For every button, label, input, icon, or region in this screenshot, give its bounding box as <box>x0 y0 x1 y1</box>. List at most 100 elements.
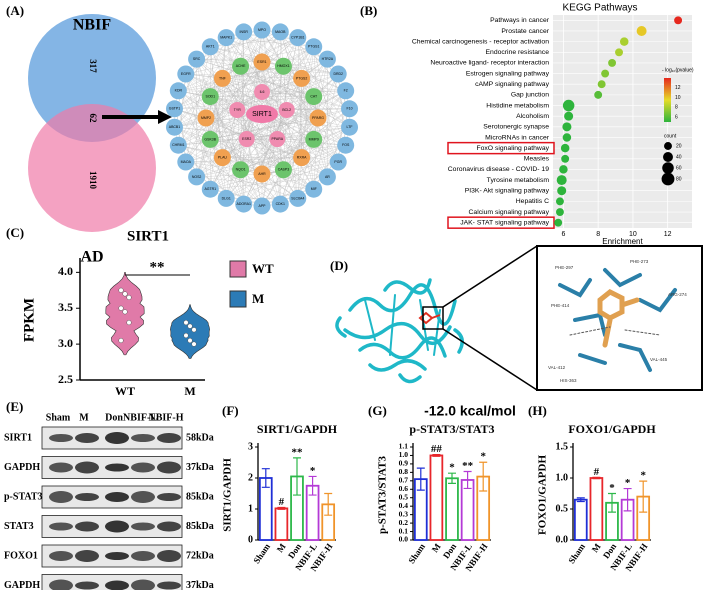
x-tick-label: WT <box>115 384 135 398</box>
zoom-panel <box>536 245 703 391</box>
network-edge <box>178 90 227 199</box>
y-tick-label: 1.1 <box>399 442 409 451</box>
node-label: DRD2 <box>333 72 343 76</box>
node-label: PGR <box>334 160 342 164</box>
panel-label: (C) <box>6 225 24 240</box>
network-node <box>188 50 206 68</box>
node-label: MAPK1 <box>220 36 232 40</box>
network-node <box>253 197 271 215</box>
significance-label: # <box>594 466 600 478</box>
node-label: CDK1 <box>276 202 285 206</box>
x-tick-label: M <box>590 541 603 554</box>
y-tick-label: Tyrosine metabolism <box>487 177 550 184</box>
network-edge <box>222 78 284 170</box>
binding-site <box>558 268 677 372</box>
legend-tick-label: 6 <box>675 114 678 120</box>
dot <box>555 197 564 206</box>
ligand <box>418 311 441 325</box>
dot <box>560 143 570 153</box>
network-edge <box>174 96 314 109</box>
chart-title: KEGG Pathways <box>562 3 637 14</box>
dot <box>562 133 572 142</box>
node-label: LTF <box>347 125 353 129</box>
data-point <box>118 287 124 293</box>
network-edge <box>178 145 281 205</box>
network-edge <box>226 37 287 111</box>
network-node <box>201 88 219 106</box>
error-bar <box>448 472 456 484</box>
network-node <box>169 82 187 100</box>
network-edge <box>174 58 328 109</box>
y-tick-label: 0.4 <box>399 501 409 510</box>
bar <box>445 477 459 541</box>
data-point <box>122 291 128 297</box>
network-edge <box>210 96 302 158</box>
blot-band <box>105 432 129 444</box>
network-edge <box>301 78 350 109</box>
y-tick-label: 2 <box>248 472 253 483</box>
error-bar <box>308 475 317 496</box>
node-label: CASP3 <box>278 168 290 172</box>
y-tick-label: Neuroactive ligand- receptor interaction <box>430 60 549 67</box>
panel-label: (D) <box>330 258 348 273</box>
y-axis-label: FPKM <box>21 298 37 342</box>
y-tick-label: Gap junction <box>511 92 549 99</box>
network-node <box>274 161 292 179</box>
significance-label: ## <box>431 443 443 455</box>
node-label: GSK3B <box>204 137 216 141</box>
y-tick-label: 1 <box>248 503 253 514</box>
y-tick-label: Coronavirus disease - COVID- 19 <box>448 166 549 173</box>
protein-label: p-STAT3 <box>4 491 43 502</box>
y-tick-label: Alcoholism <box>516 113 549 120</box>
y-tick-label: 3 <box>248 441 253 452</box>
network-edge <box>185 73 211 140</box>
network-node <box>201 130 219 148</box>
node-label: SRC <box>193 57 201 61</box>
significance-label: * <box>310 465 316 477</box>
network-node <box>278 101 295 118</box>
network-edge <box>210 169 284 190</box>
blot-band <box>75 550 99 562</box>
protein-label: GAPDH <box>4 462 40 473</box>
significance-label: * <box>640 470 646 482</box>
network-edge <box>240 127 350 170</box>
y-tick-label: 0.8 <box>399 467 409 476</box>
network-edge <box>196 58 263 63</box>
network-edge <box>210 96 287 111</box>
y-tick-label: 0.6 <box>399 484 409 493</box>
network-node <box>253 21 271 39</box>
bar <box>429 454 444 541</box>
network-edge <box>226 108 350 199</box>
residue-label: HIS-363 <box>560 378 577 383</box>
network-node <box>201 180 219 198</box>
blot-band <box>157 433 181 443</box>
network-node <box>305 88 323 106</box>
y-tick-label: Serotonergic synapse <box>483 124 549 131</box>
network-node <box>253 53 271 71</box>
network-edge <box>178 96 211 146</box>
network-edge <box>222 145 346 158</box>
node-label: PPARG <box>312 116 324 120</box>
node-label: KDR <box>175 89 183 93</box>
blot-band <box>105 552 129 560</box>
network-edge <box>280 96 314 205</box>
network-edge <box>196 59 207 119</box>
legend-dot <box>664 142 672 150</box>
network-edge <box>196 59 241 170</box>
network-node <box>337 82 355 100</box>
error-bar <box>432 454 441 457</box>
node-label: BCL2 <box>282 108 291 112</box>
significance-label: # <box>279 496 285 508</box>
network-edge <box>185 73 346 91</box>
blot-band <box>131 434 155 442</box>
legend-tick-label: 8 <box>675 105 678 111</box>
color-bar <box>664 78 671 122</box>
legend-dot <box>662 162 674 174</box>
node-label: RXRA <box>297 156 307 160</box>
network-edge <box>210 58 328 140</box>
panel-label: (H) <box>528 403 547 418</box>
network-edge <box>210 127 350 190</box>
network-node <box>232 57 250 75</box>
chart-title: SIRT1 <box>127 228 169 244</box>
legend-label: 60 <box>676 165 682 171</box>
